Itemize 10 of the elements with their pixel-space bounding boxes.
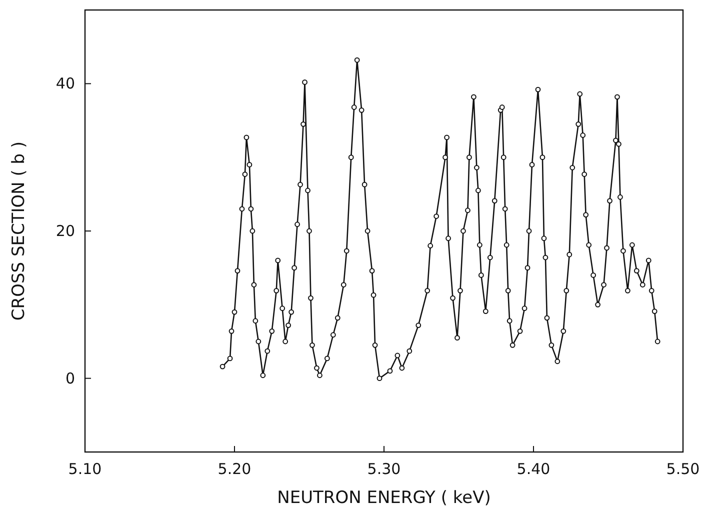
y-tick-label: 0 [65,369,75,388]
y-tick-label: 20 [56,222,75,240]
x-tick-label: 5.50 [666,460,700,478]
y-tick-label: 40 [56,74,75,93]
x-tick-label: 5.40 [516,460,550,478]
x-tick-label: 5.10 [68,460,102,478]
x-tick-label: 5.30 [367,460,401,478]
x-tick-label: 5.20 [218,460,252,478]
x-axis-title: NEUTRON ENERGY ( keV) [277,488,491,508]
y-axis-title: CROSS SECTION ( b ) [9,141,29,321]
